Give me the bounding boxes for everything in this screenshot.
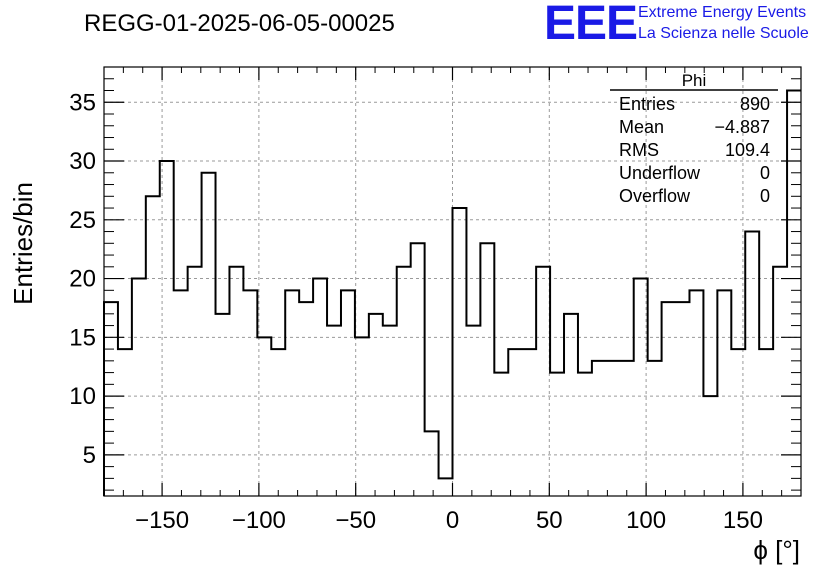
stats-label: Mean (619, 117, 664, 137)
stats-label: RMS (619, 140, 659, 160)
logo-line-1: Extreme Energy Events (638, 4, 807, 21)
histogram-bin (341, 290, 355, 496)
stats-value: 890 (740, 94, 770, 114)
stats-value: 0 (760, 186, 770, 206)
histogram-bin (522, 349, 536, 496)
histogram-bin (369, 314, 383, 496)
histogram-bin (466, 326, 480, 496)
histogram-bin (453, 208, 467, 496)
histogram-bin (578, 373, 592, 496)
axis-tick-labels: −150 −100 −50 0 50 100 150 5 10 15 20 25 30 35 (69, 89, 763, 534)
histogram-bin (494, 373, 508, 496)
chart-title: REGG-01-2025-06-05-00025 (84, 10, 395, 37)
histogram-bin (592, 361, 606, 496)
y-tick-label: 35 (69, 89, 96, 116)
stats-rows: Entries 890 Mean −4.887 RMS 109.4 Underflow 0 Ov… (619, 94, 770, 206)
stats-name: Phi (682, 71, 707, 90)
y-tick-label: 10 (69, 383, 96, 410)
histogram-bin (160, 161, 174, 496)
x-tick-label: −100 (232, 507, 286, 534)
y-tick-label: 15 (69, 324, 96, 351)
histogram-bin (536, 267, 550, 496)
histogram-bin (216, 314, 230, 496)
histogram-bin (550, 373, 564, 496)
x-tick-label: 150 (723, 507, 763, 534)
histogram-bin (285, 290, 299, 496)
stats-value: −4.887 (714, 117, 770, 137)
stats-label: Underflow (619, 163, 701, 183)
histogram-bin (257, 337, 271, 496)
x-tick-label: 100 (626, 507, 666, 534)
y-axis-label: Entries/bin (8, 182, 38, 305)
histogram-bin (397, 267, 411, 496)
y-tick-label: 25 (69, 207, 96, 234)
histogram-bin (787, 91, 801, 496)
y-tick-label: 5 (83, 442, 96, 469)
histogram-bin (327, 326, 341, 496)
axis-ticks (103, 66, 802, 496)
y-tick-label: 20 (69, 266, 96, 293)
histogram-bin (676, 302, 690, 496)
histogram-bin (229, 267, 243, 496)
histogram-bin (439, 478, 453, 496)
histogram-bin (299, 302, 313, 496)
stats-value: 0 (760, 163, 770, 183)
histogram-bin (355, 337, 369, 496)
x-axis-label: ϕ [°] (753, 535, 800, 565)
histogram-bin (411, 243, 425, 496)
histogram-bin (662, 302, 676, 496)
histogram-bin (508, 349, 522, 496)
histogram-bin (271, 349, 285, 496)
histogram-bin (313, 279, 327, 496)
histogram-bin (564, 314, 578, 496)
histogram-bin (745, 232, 759, 496)
histogram-bin (717, 290, 731, 496)
histogram-bin (634, 279, 648, 496)
stats-box: Phi Entries 890 Mean −4.887 RMS 109.4 Underflo… (610, 71, 778, 206)
histogram-bin (132, 279, 146, 496)
histogram-bin (243, 290, 257, 496)
x-tick-label: −50 (335, 507, 376, 534)
histogram-bin (648, 361, 662, 496)
histogram-line (103, 89, 801, 496)
histogram-bin (383, 326, 397, 496)
x-tick-label: 0 (446, 507, 459, 534)
stats-label: Overflow (619, 186, 691, 206)
histogram-bin (759, 349, 773, 496)
eee-logo: EEE (544, 0, 638, 50)
histogram-bin (118, 349, 132, 496)
histogram-bin (773, 267, 787, 496)
x-tick-label: −150 (135, 507, 189, 534)
histogram-bin (689, 290, 703, 496)
stats-value: 109.4 (725, 140, 770, 160)
histogram-bin (620, 361, 634, 496)
logo-line-2: La Scienza nelle Scuole (638, 25, 809, 42)
histogram-bin (703, 396, 717, 496)
histogram-bin (146, 196, 160, 496)
histogram-bin (188, 267, 202, 496)
histogram-bin (202, 173, 216, 496)
histogram-bin (731, 349, 745, 496)
x-tick-label: 50 (536, 507, 563, 534)
histogram-bin (606, 361, 620, 496)
histogram-bin (425, 431, 439, 496)
histogram-bin (174, 290, 188, 496)
histogram-bin (104, 302, 118, 496)
stats-label: Entries (619, 94, 675, 114)
histogram-bin (480, 243, 494, 496)
y-tick-label: 30 (69, 148, 96, 175)
